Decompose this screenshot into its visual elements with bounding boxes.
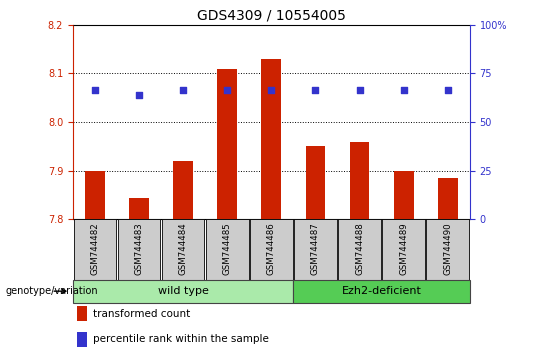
Bar: [73, 219, 116, 280]
Text: GSM744489: GSM744489: [399, 222, 408, 275]
Bar: [261, 59, 281, 219]
Bar: [438, 178, 458, 219]
Bar: [118, 219, 160, 280]
Text: GSM744490: GSM744490: [443, 222, 453, 275]
Bar: [294, 219, 337, 280]
Title: GDS4309 / 10554005: GDS4309 / 10554005: [197, 8, 346, 22]
Bar: [77, 332, 87, 347]
Bar: [306, 147, 326, 219]
Bar: [129, 198, 149, 219]
Text: GSM744487: GSM744487: [311, 222, 320, 275]
Text: GSM744483: GSM744483: [134, 222, 144, 275]
Text: GSM744488: GSM744488: [355, 222, 364, 275]
Text: GSM744484: GSM744484: [179, 222, 188, 275]
Bar: [162, 219, 205, 280]
Text: GSM744486: GSM744486: [267, 222, 276, 275]
Bar: [217, 69, 237, 219]
Point: [311, 88, 320, 93]
Text: GSM744482: GSM744482: [91, 222, 99, 275]
Point: [355, 88, 364, 93]
Point: [135, 92, 144, 98]
Bar: [85, 171, 105, 219]
Point: [267, 88, 275, 93]
Bar: [250, 219, 293, 280]
Text: GSM744485: GSM744485: [222, 222, 232, 275]
Text: transformed count: transformed count: [93, 309, 190, 319]
Point: [91, 88, 99, 93]
Text: Ezh2-deficient: Ezh2-deficient: [342, 286, 422, 296]
Bar: [293, 280, 470, 303]
Bar: [427, 219, 469, 280]
Bar: [394, 171, 414, 219]
Point: [443, 88, 452, 93]
Point: [399, 88, 408, 93]
Bar: [338, 219, 381, 280]
Bar: [206, 219, 248, 280]
Bar: [73, 280, 293, 303]
Point: [223, 88, 232, 93]
Bar: [77, 307, 87, 321]
Text: percentile rank within the sample: percentile rank within the sample: [93, 335, 268, 344]
Point: [179, 88, 187, 93]
Text: genotype/variation: genotype/variation: [5, 286, 98, 296]
Bar: [173, 161, 193, 219]
Bar: [349, 142, 369, 219]
Bar: [382, 219, 425, 280]
Text: wild type: wild type: [158, 286, 208, 296]
